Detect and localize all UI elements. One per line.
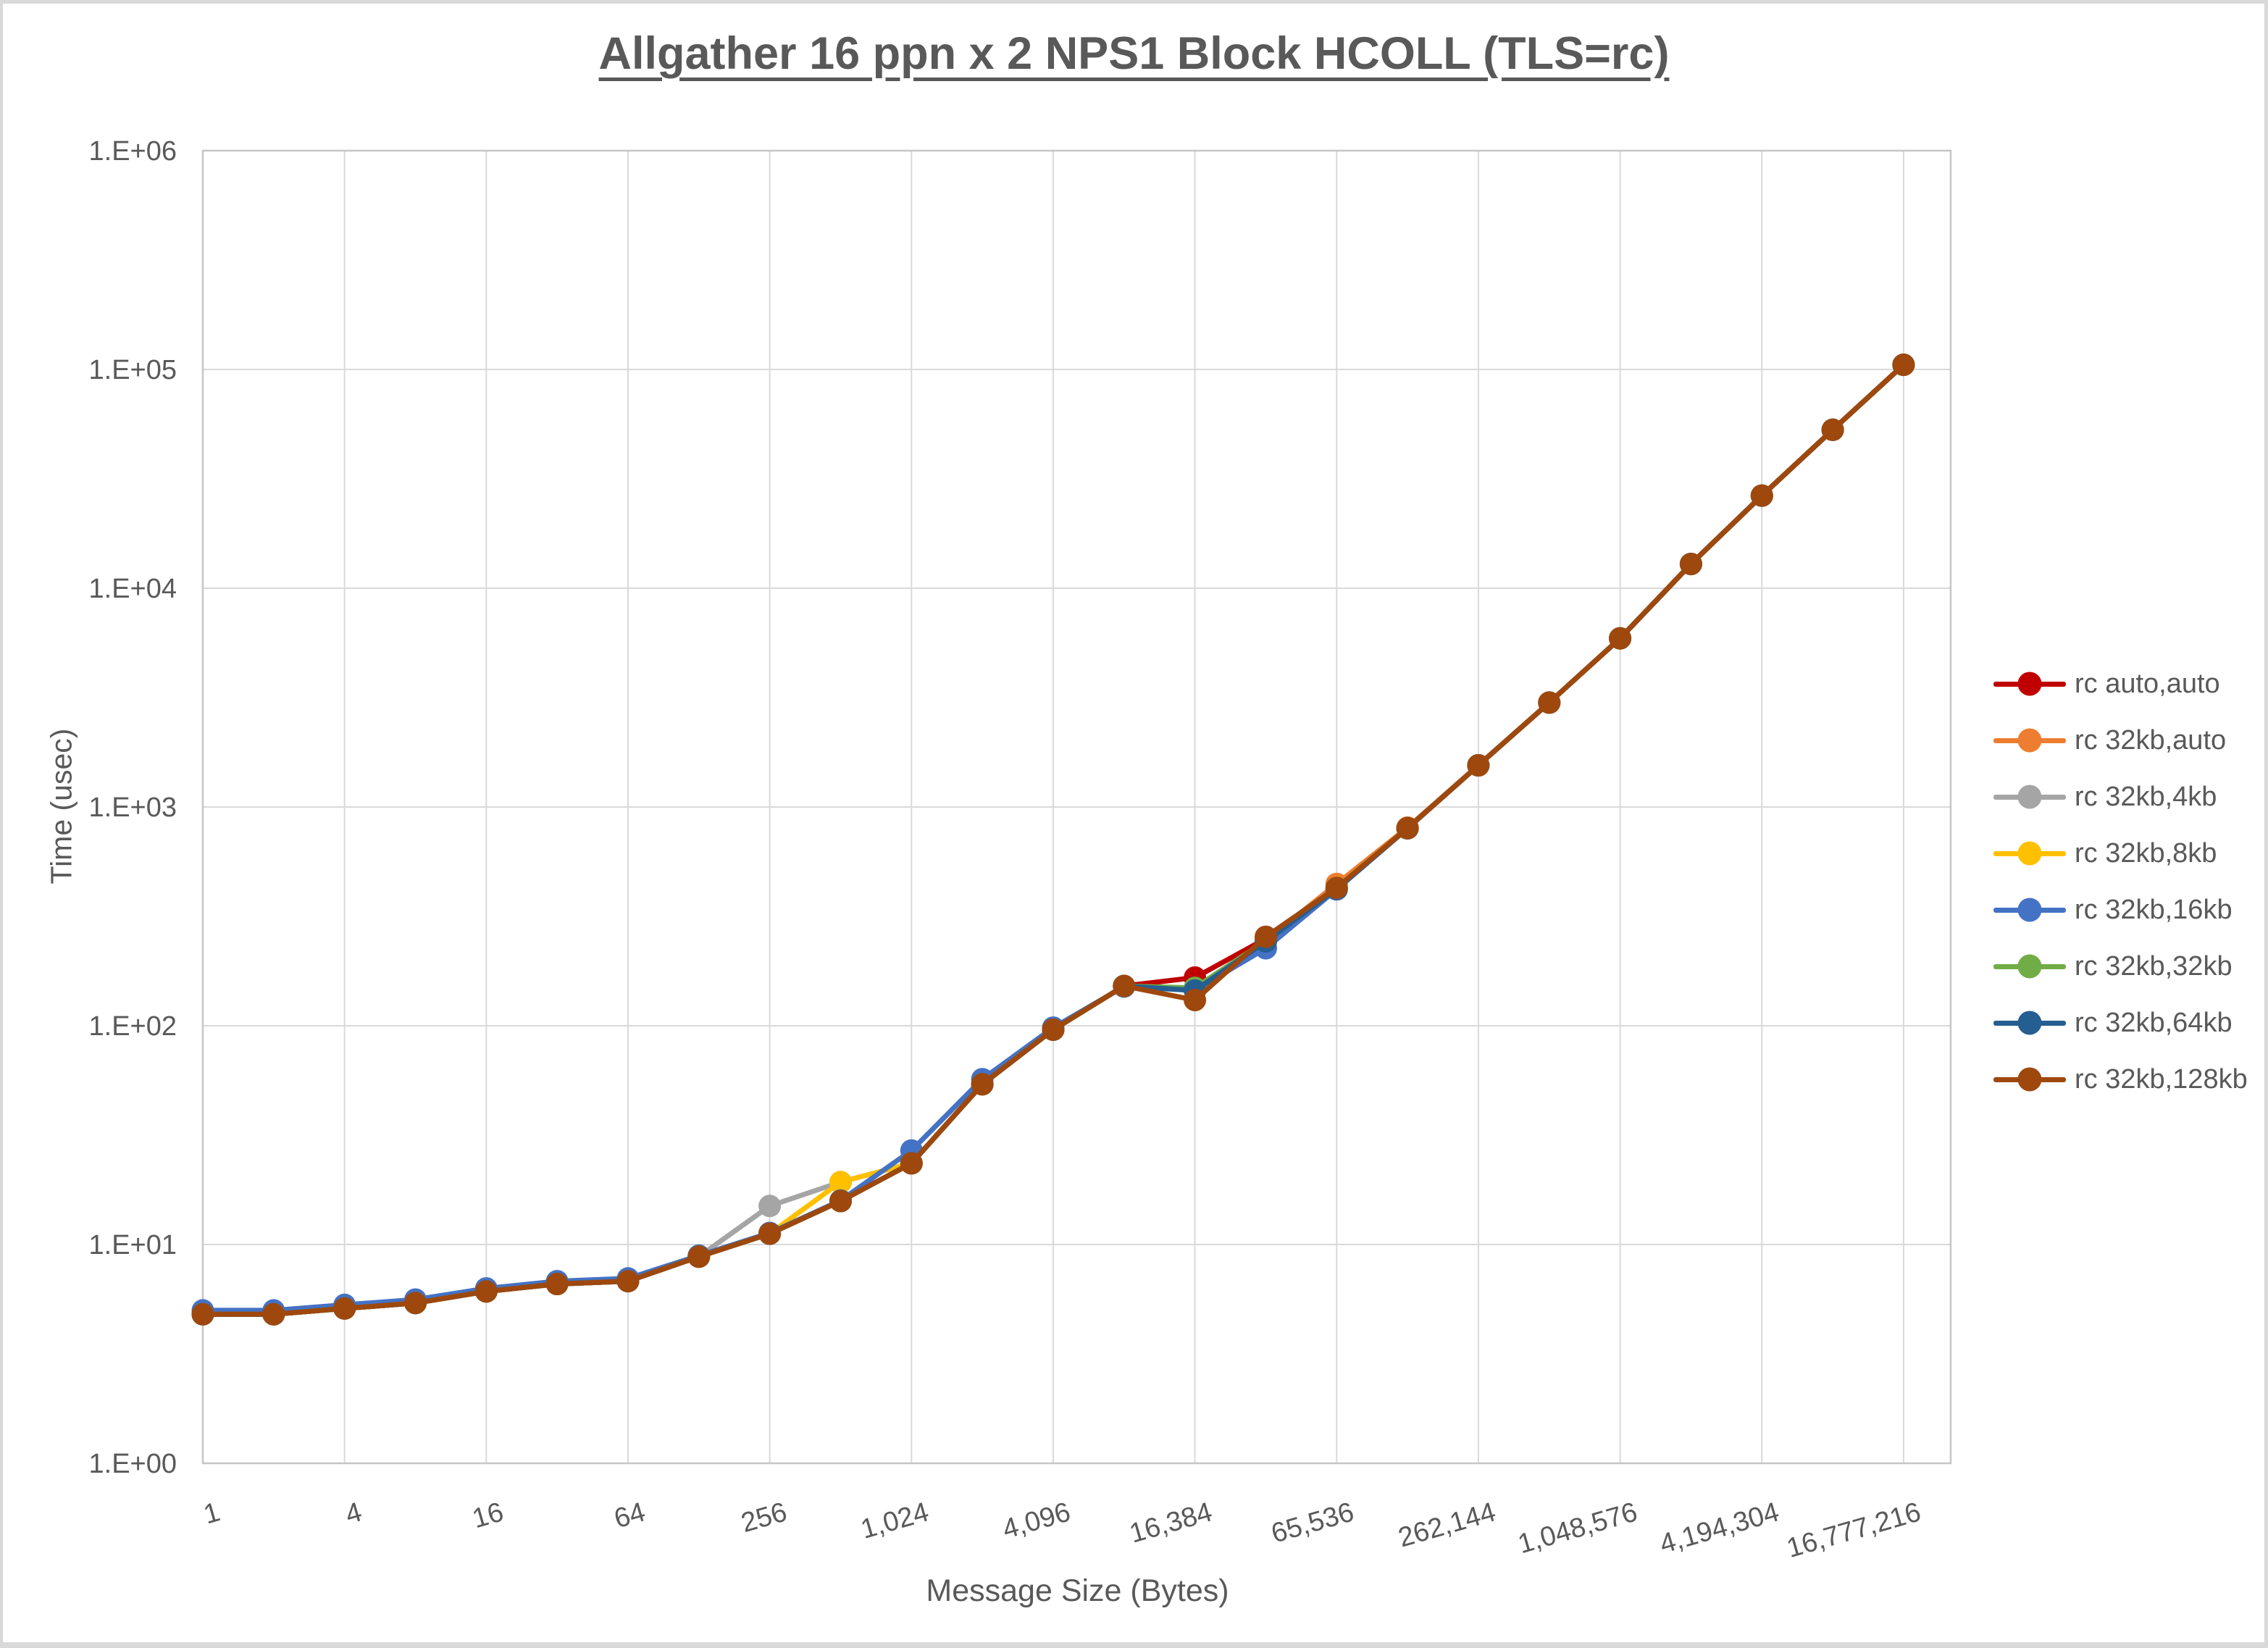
x-tick-label: 4,194,304 [1657,1497,1783,1560]
legend-marker-icon [1993,672,2066,696]
y-tick-label: 1.E+00 [89,1449,177,1479]
x-tick-label: 1,048,576 [1515,1497,1641,1560]
series-marker-rc-32kb-128kb [1113,974,1136,997]
series-marker-rc-32kb-8kb [829,1171,852,1194]
x-axis-title: Message Size (Bytes) [926,1573,1229,1608]
window-edge-right [2264,0,2268,1648]
x-tick-label: 65,536 [1268,1497,1357,1549]
legend-item-rc-auto-auto: rc auto,auto [1993,656,2265,712]
x-tick-label: 16,384 [1126,1497,1215,1549]
series-marker-rc-32kb-128kb [1538,691,1561,714]
x-tick-label: 262,144 [1395,1497,1499,1553]
legend-item-rc-32kb-128kb: rc 32kb,128kb [1993,1051,2265,1108]
x-tick-label: 64 [611,1497,648,1534]
legend-label: rc 32kb,16kb [2075,894,2233,925]
y-tick-label: 1.E+01 [89,1230,177,1260]
window-edge-top [0,0,2268,4]
legend-label: rc 32kb,64kb [2075,1007,2233,1038]
legend-marker-icon [1993,841,2066,866]
series-marker-rc-32kb-128kb [1255,925,1277,948]
legend-item-rc-32kb-8kb: rc 32kb,8kb [1993,825,2265,882]
window-edge-bottom [0,1642,2268,1648]
series-marker-rc-32kb-128kb [758,1222,782,1245]
series-marker-rc-32kb-128kb [1892,354,1915,377]
series-marker-rc-32kb-128kb [1467,754,1490,777]
legend-marker-icon [1993,1067,2066,1092]
legend-marker-icon [1993,954,2066,979]
y-tick-label: 1.E+04 [89,574,177,604]
legend-item-rc-32kb-32kb: rc 32kb,32kb [1993,938,2265,995]
y-tick-label: 1.E+02 [89,1011,177,1042]
x-tick-label: 1 [201,1497,224,1530]
series-marker-rc-32kb-128kb [1184,989,1207,1012]
plot-frame [201,149,1952,1465]
legend-item-rc-32kb-64kb: rc 32kb,64kb [1993,995,2265,1051]
legend-label: rc 32kb,4kb [2075,781,2217,812]
series-marker-rc-32kb-128kb [262,1302,285,1326]
x-tick-label: 4 [342,1497,365,1530]
legend-label: rc auto,auto [2075,668,2220,699]
series-marker-rc-32kb-128kb [829,1189,852,1213]
window-edge-left [0,0,3,1648]
legend-item-rc-32kb-16kb: rc 32kb,16kb [1993,882,2265,938]
legend-marker-icon [1993,898,2066,922]
legend-item-rc-32kb-auto: rc 32kb,auto [1993,712,2265,769]
series-marker-rc-32kb-128kb [1821,418,1844,441]
series-marker-rc-32kb-128kb [1042,1018,1065,1041]
series-marker-rc-32kb-128kb [687,1245,711,1268]
chart-title: Allgather 16 ppn x 2 NPS1 Block HCOLL (T… [598,28,1670,79]
series-marker-rc-32kb-128kb [191,1302,214,1326]
y-tick-label: 1.E+03 [89,792,177,823]
series-marker-rc-32kb-128kb [1396,816,1419,840]
series-marker-rc-32kb-128kb [900,1152,923,1175]
legend-label: rc 32kb,128kb [2075,1063,2248,1095]
x-tick-label: 1,024 [858,1497,932,1545]
series-marker-rc-32kb-128kb [1609,627,1632,650]
series-marker-rc-32kb-128kb [545,1273,569,1295]
x-tick-label: 16 [469,1497,507,1534]
y-axis-title: Time (usec) [44,728,78,884]
x-tick-label: 4,096 [999,1497,1074,1545]
series-marker-rc-32kb-128kb [1325,877,1348,900]
series-marker-rc-32kb-128kb [333,1297,356,1320]
legend: rc auto,auto rc 32kb,auto rc 32kb,4kb rc 32… [1993,656,2265,1108]
legend-marker-icon [1993,1011,2066,1035]
legend-marker-icon [1993,728,2066,753]
legend-marker-icon [1993,785,2066,809]
series-marker-rc-32kb-128kb [971,1073,994,1096]
series-marker-rc-32kb-128kb [474,1280,498,1303]
series-marker-rc-32kb-4kb [758,1195,782,1218]
x-tick-label: 16,777,216 [1783,1497,1924,1564]
legend-label: rc 32kb,8kb [2075,837,2217,869]
series-marker-rc-32kb-128kb [1679,553,1702,576]
y-tick-label: 1.E+05 [89,355,177,385]
series-marker-rc-32kb-128kb [404,1292,427,1315]
legend-label: rc 32kb,auto [2075,724,2227,756]
legend-item-rc-32kb-4kb: rc 32kb,4kb [1993,769,2265,825]
series-marker-rc-32kb-128kb [1750,484,1773,507]
y-tick-label: 1.E+06 [89,136,177,167]
series-marker-rc-32kb-128kb [616,1270,640,1293]
legend-label: rc 32kb,32kb [2075,950,2233,982]
x-tick-label: 256 [738,1497,791,1539]
